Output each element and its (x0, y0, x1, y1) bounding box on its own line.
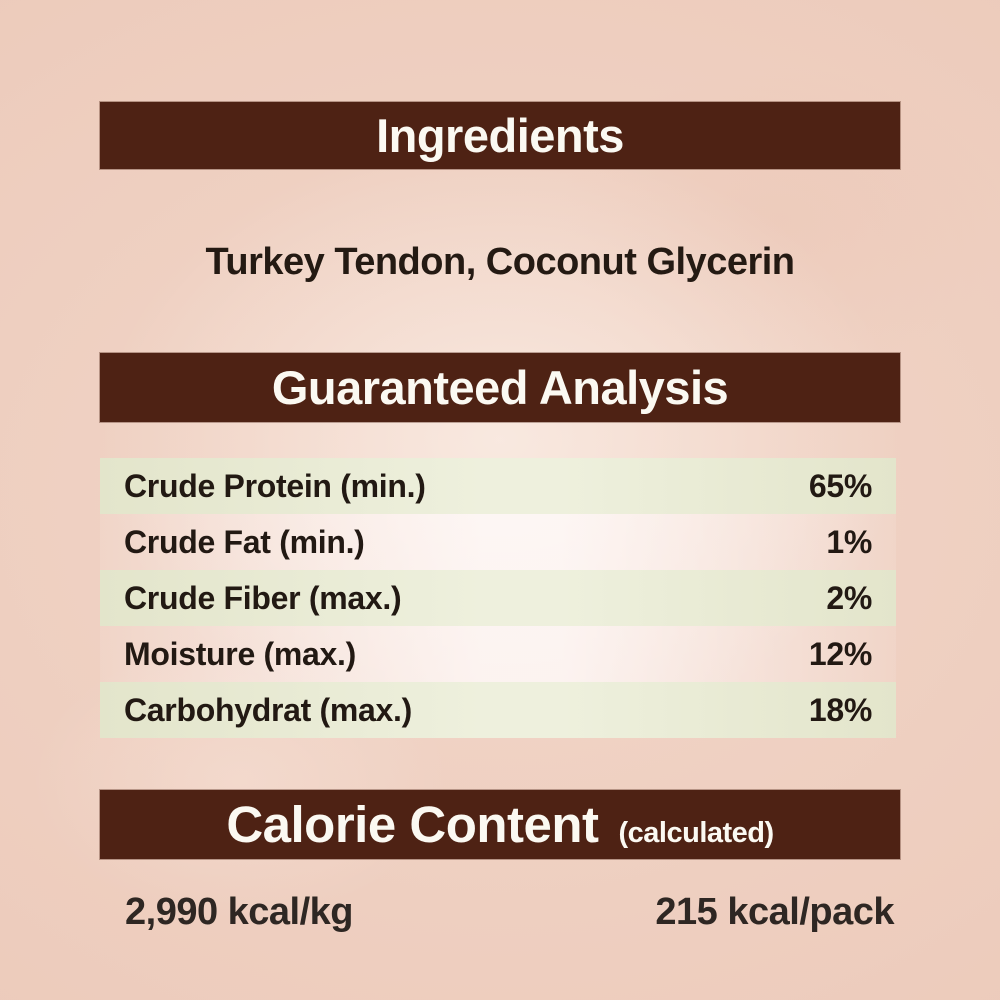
calorie-per-pack: 215 kcal/pack (655, 890, 894, 933)
row-label: Moisture (max.) (124, 635, 356, 672)
row-value: 12% (808, 635, 872, 672)
table-row-moisture: Moisture (max.) 12% (100, 626, 896, 682)
row-value: 65% (808, 467, 872, 504)
calorie-content-header: Calorie Content (calculated) (100, 790, 900, 859)
ingredients-title: Ingredients (376, 109, 624, 162)
row-value: 1% (826, 523, 872, 560)
row-label: Crude Protein (min.) (124, 467, 426, 504)
calorie-title-group: Calorie Content (calculated) (226, 796, 775, 853)
table-row-crude-fiber: Crude Fiber (max.) 2% (100, 570, 896, 626)
table-row-crude-fat: Crude Fat (min.) 1% (100, 514, 896, 570)
calorie-values-row: 2,990 kcal/kg 215 kcal/pack (100, 888, 896, 936)
table-row-carbohydrate: Carbohydrat (max.) 18% (100, 682, 896, 738)
calorie-content-note: (calculated) (618, 817, 775, 849)
row-label: Crude Fiber (max.) (124, 579, 402, 616)
ingredients-header: Ingredients (100, 102, 900, 169)
row-label: Carbohydrat (max.) (124, 691, 412, 728)
row-label: Crude Fat (min.) (124, 523, 365, 560)
calorie-per-kg: 2,990 kcal/kg (125, 890, 354, 933)
guaranteed-analysis-header: Guaranteed Analysis (100, 353, 900, 422)
guaranteed-analysis-table: Crude Protein (min.) 65% Crude Fat (min.… (100, 458, 896, 738)
table-row-crude-protein: Crude Protein (min.) 65% (100, 458, 896, 514)
row-value: 2% (826, 579, 872, 616)
guaranteed-analysis-title: Guaranteed Analysis (271, 361, 729, 414)
row-value: 18% (808, 691, 872, 728)
calorie-content-title: Calorie Content (226, 796, 599, 853)
ingredients-list: Turkey Tendon, Coconut Glycerin (205, 240, 795, 283)
